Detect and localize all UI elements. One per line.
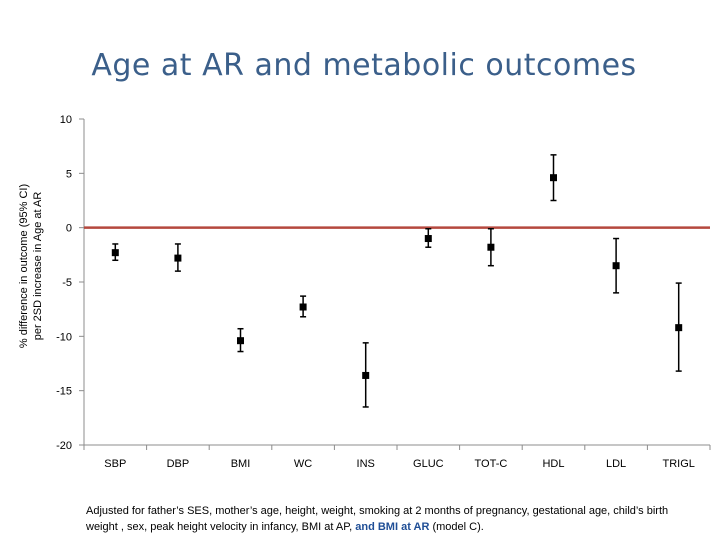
- y-tick-label: -5: [62, 277, 72, 289]
- y-tick-label: -10: [56, 331, 72, 343]
- x-tick-label: DBP: [167, 458, 190, 470]
- y-tick-label: 5: [66, 168, 72, 180]
- point-estimate: [237, 337, 244, 345]
- x-tick-label: WC: [294, 458, 312, 470]
- x-tick-label: SBP: [104, 458, 126, 470]
- footnote-text: Adjusted for father’s SES, mother’s age,…: [86, 505, 669, 533]
- y-axis-label: % difference in outcome (95% CI) per 2SD…: [17, 101, 57, 431]
- footnote-tail: (model C).: [429, 521, 484, 533]
- point-estimate: [111, 249, 119, 257]
- point-estimate: [174, 254, 182, 262]
- x-tick-label: TOT-C: [475, 458, 508, 470]
- point-estimate: [299, 303, 307, 311]
- x-tick-label: HDL: [542, 458, 564, 470]
- point-estimate: [550, 174, 557, 182]
- x-tick-label: GLUC: [413, 458, 444, 470]
- point-estimate: [675, 324, 683, 332]
- x-tick-label: BMI: [231, 458, 251, 470]
- point-estimate: [612, 262, 620, 270]
- y-tick-label: 0: [66, 223, 72, 235]
- footnote-highlight: and BMI at AR: [355, 521, 430, 533]
- y-axis-label-line-1: % difference in outcome (95% CI): [18, 183, 30, 349]
- x-tick-label: LDL: [606, 458, 626, 470]
- y-tick-labels: 10 5 0 -5 -10 -15 -20: [56, 114, 72, 452]
- slide-title: Age at AR and metabolic outcomes: [91, 48, 637, 83]
- point-estimate: [424, 235, 432, 243]
- x-tick-labels: SBP DBP BMI WC INS GLUC TOT-C HDL LDL TRIGL: [104, 458, 695, 470]
- x-tick-label: TRIGL: [662, 458, 694, 470]
- footnote: Adjusted for father’s SES, mother’s age,…: [86, 503, 696, 535]
- chart-axes: [79, 118, 711, 450]
- y-tick-label: 10: [60, 114, 72, 126]
- y-axis-label-line-2: per 2SD increase in Age at AR: [32, 191, 44, 341]
- point-estimate: [487, 243, 495, 251]
- x-tick-label: INS: [357, 458, 375, 470]
- chart-marks: [111, 154, 683, 408]
- y-tick-label: -20: [56, 440, 72, 452]
- y-tick-label: -15: [56, 386, 72, 398]
- point-estimate: [362, 371, 370, 379]
